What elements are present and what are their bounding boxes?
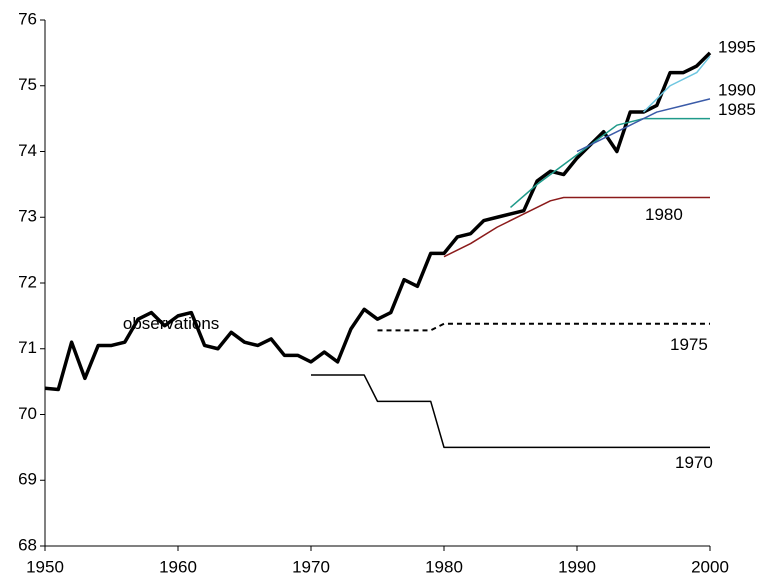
series-label: 1980 xyxy=(645,205,683,224)
series-label: 1975 xyxy=(670,335,708,354)
y-tick-label: 68 xyxy=(18,535,37,554)
y-tick-label: 76 xyxy=(18,9,37,28)
y-tick-label: 71 xyxy=(18,338,37,357)
y-tick-label: 70 xyxy=(18,404,37,423)
series-line xyxy=(443,196,710,258)
series-line xyxy=(510,117,710,208)
series-line xyxy=(311,374,710,449)
y-tick-label: 75 xyxy=(18,75,37,94)
series-label: 1995 xyxy=(718,38,756,57)
x-tick-label: 1950 xyxy=(26,557,64,576)
series-line xyxy=(377,322,710,332)
x-tick-label: 2000 xyxy=(691,557,729,576)
x-tick-label: 1980 xyxy=(425,557,463,576)
y-tick-label: 72 xyxy=(18,272,37,291)
series-label: 1990 xyxy=(718,80,756,99)
x-tick-label: 1970 xyxy=(292,557,330,576)
y-tick-label: 73 xyxy=(18,207,37,226)
series-label: observations xyxy=(123,314,219,333)
x-tick-label: 1990 xyxy=(558,557,596,576)
series-label: 1970 xyxy=(675,453,713,472)
y-tick-label: 74 xyxy=(18,141,37,160)
series-line xyxy=(642,55,711,113)
series-label: 1985 xyxy=(718,100,756,119)
y-tick-label: 69 xyxy=(18,470,37,489)
x-tick-label: 1960 xyxy=(159,557,197,576)
series-line xyxy=(576,98,711,153)
series-line xyxy=(44,51,712,392)
